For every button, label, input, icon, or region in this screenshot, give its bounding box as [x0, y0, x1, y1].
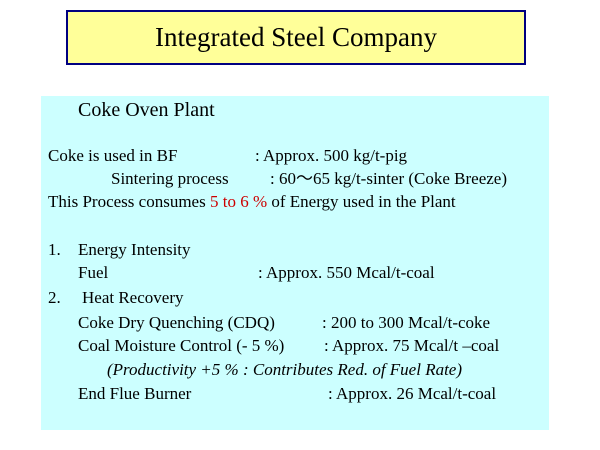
section-heading: Coke Oven Plant — [78, 99, 215, 121]
item2-title: Heat Recovery — [82, 288, 184, 307]
coke-bf-label: Coke is used in BF — [48, 146, 178, 165]
slide-title: Integrated Steel Company — [155, 22, 437, 52]
efb-value: : Approx. 26 Mcal/t-coal — [328, 384, 497, 403]
coke-bf-value: : Approx. 500 kg/t-pig — [255, 146, 408, 165]
energy-share-highlight: 5 to 6 % — [209, 192, 268, 211]
cdq-value: : 200 to 300 Mcal/t-coke — [322, 313, 491, 332]
energy-share-before: This Process consumes — [48, 192, 210, 211]
fuel-value: : Approx. 550 Mcal/t-coal — [258, 263, 435, 282]
sintering-value: : 60～65 kg/t-sinter (Coke Breeze) — [270, 169, 507, 188]
item1-number: 1. — [48, 240, 61, 259]
cmc-value: : Approx. 75 Mcal/t –coal — [324, 336, 500, 355]
fuel-label: Fuel — [78, 263, 109, 282]
productivity-note: (Productivity +5 % : Contributes Red. of… — [107, 360, 463, 379]
energy-share-line: This Process consumes 5 to 6 % of Energy… — [48, 192, 456, 212]
sintering-label: Sintering process — [111, 169, 229, 188]
content-panel: Coke Oven Plant Coke is used in BF : App… — [41, 96, 549, 430]
item1-title: Energy Intensity — [78, 240, 191, 259]
item2-number: 2. — [48, 288, 61, 307]
cmc-label: Coal Moisture Control (- 5 %) — [78, 336, 285, 355]
efb-label: End Flue Burner — [78, 384, 192, 403]
title-banner: Integrated Steel Company — [66, 10, 526, 65]
energy-share-after: of Energy used in the Plant — [267, 192, 456, 211]
cdq-label: Coke Dry Quenching (CDQ) — [78, 313, 275, 332]
